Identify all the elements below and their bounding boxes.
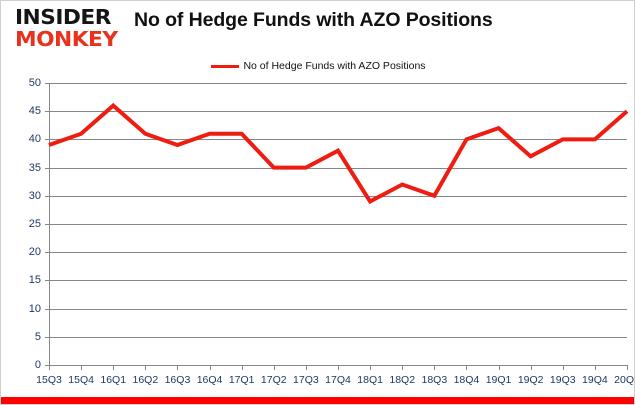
y-axis-tick-mark <box>45 336 49 338</box>
x-axis-tick-mark <box>530 365 532 370</box>
legend-item-label: No of Hedge Funds with AZO Positions <box>243 60 426 72</box>
y-axis-tick-label: 5 <box>34 330 41 343</box>
y-axis-tick-label: 10 <box>28 302 41 315</box>
y-axis-tick-label: 15 <box>28 274 41 287</box>
gridline <box>49 111 627 113</box>
line-series-svg <box>48 102 629 205</box>
chart-legend: No of Hedge Funds with AZO Positions <box>1 57 634 75</box>
x-axis-tick-label: 20Q1 <box>614 374 635 386</box>
x-axis-tick-mark <box>466 365 468 370</box>
y-axis-tick-label: 40 <box>28 133 41 146</box>
x-axis-tick-label: 18Q2 <box>389 374 416 386</box>
x-axis-tick-label: 16Q1 <box>100 374 127 386</box>
x-axis-tick-mark <box>49 365 50 370</box>
x-axis-tick-mark <box>145 365 147 370</box>
gridline <box>49 167 627 169</box>
x-axis-tick-mark <box>113 365 115 370</box>
x-axis-tick-label: 16Q3 <box>164 374 191 386</box>
gridline <box>49 195 627 197</box>
x-axis-tick-label: 17Q3 <box>293 374 319 386</box>
x-axis-tick-mark <box>81 365 83 370</box>
x-axis-tick-label: 19Q2 <box>517 374 544 386</box>
gridline <box>49 252 627 254</box>
x-axis-tick-mark <box>562 365 564 370</box>
x-axis-tick-label: 18Q4 <box>453 374 480 386</box>
y-axis-tick-label: 20 <box>28 246 41 259</box>
y-axis-tick-label: 0 <box>34 359 41 371</box>
y-axis-tick-label: 35 <box>28 161 41 174</box>
y-axis-tick-mark <box>45 224 49 225</box>
gridline <box>49 224 627 225</box>
gridline <box>49 336 627 338</box>
y-axis-tick-mark <box>45 111 49 113</box>
x-axis-tick-label: 19Q3 <box>549 374 576 386</box>
logo-text-monkey: MONKEY <box>15 26 118 51</box>
bottom-accent-bar <box>1 397 634 404</box>
y-axis-tick-mark <box>45 365 49 366</box>
x-axis-tick-mark <box>273 365 275 370</box>
y-axis-tick-label: 50 <box>28 77 41 89</box>
x-axis-tick-mark <box>627 365 628 370</box>
x-axis-tick-label: 15Q3 <box>36 374 62 386</box>
x-axis-tick-mark <box>402 365 404 370</box>
gridline <box>49 280 627 282</box>
x-axis-tick-mark <box>594 365 596 370</box>
gridline <box>49 308 627 310</box>
x-axis-tick-mark <box>305 365 307 370</box>
plot-frame: 0 5 10 15 20 25 30 35 40 45 50 15Q3 15Q4 16Q1 16Q2 16Q… <box>29 77 634 386</box>
gridline <box>49 83 627 84</box>
x-axis-tick-label: 18Q1 <box>357 374 383 386</box>
x-axis-tick-mark <box>498 365 500 370</box>
y-axis-tick-mark <box>45 195 49 197</box>
y-axis-tick-mark <box>45 139 49 141</box>
y-axis-tick-mark <box>45 308 49 310</box>
chart-plot-area: 0 5 10 15 20 25 30 35 40 45 50 15Q3 15Q4 16Q1 16Q2 16Q… <box>29 77 634 386</box>
x-axis-tick-label: 18Q3 <box>421 374 448 386</box>
x-axis-tick-mark <box>177 365 179 370</box>
x-axis-tick-label: 19Q1 <box>485 374 512 386</box>
line-series-path <box>48 102 629 205</box>
x-axis-tick-label: 15Q4 <box>68 374 94 386</box>
gridline <box>49 139 627 141</box>
x-axis-tick-mark <box>370 365 372 370</box>
x-axis-tick-label: 16Q2 <box>132 374 159 386</box>
x-axis-tick-mark <box>338 365 339 370</box>
y-axis-tick-mark <box>45 280 49 282</box>
x-axis-tick-label: 17Q4 <box>325 374 351 386</box>
y-axis-tick-label: 30 <box>28 189 41 202</box>
x-axis-tick-label: 16Q4 <box>196 374 223 386</box>
legend-color-swatch <box>211 64 240 68</box>
x-axis-tick-label: 19Q4 <box>582 374 608 386</box>
y-axis-tick-mark <box>45 252 49 254</box>
x-axis-tick-mark <box>434 365 436 370</box>
y-axis-tick-label: 45 <box>28 105 41 118</box>
page-title: No of Hedge Funds with AZO Positions <box>134 9 493 31</box>
y-axis-tick-mark <box>45 83 49 84</box>
y-axis-tick-mark <box>45 167 49 169</box>
x-axis-tick-label: 17Q2 <box>260 374 287 386</box>
insider-monkey-logo: INSIDER MONKEY <box>15 7 133 49</box>
x-axis-tick-mark <box>209 365 211 370</box>
x-axis-tick-label: 17Q1 <box>228 374 255 386</box>
x-axis-tick-mark <box>241 365 243 370</box>
logo-text-insider: INSIDER <box>15 5 111 29</box>
page-header: INSIDER MONKEY No of Hedge Funds with AZ… <box>1 1 634 51</box>
y-axis-tick-label: 25 <box>28 218 41 230</box>
